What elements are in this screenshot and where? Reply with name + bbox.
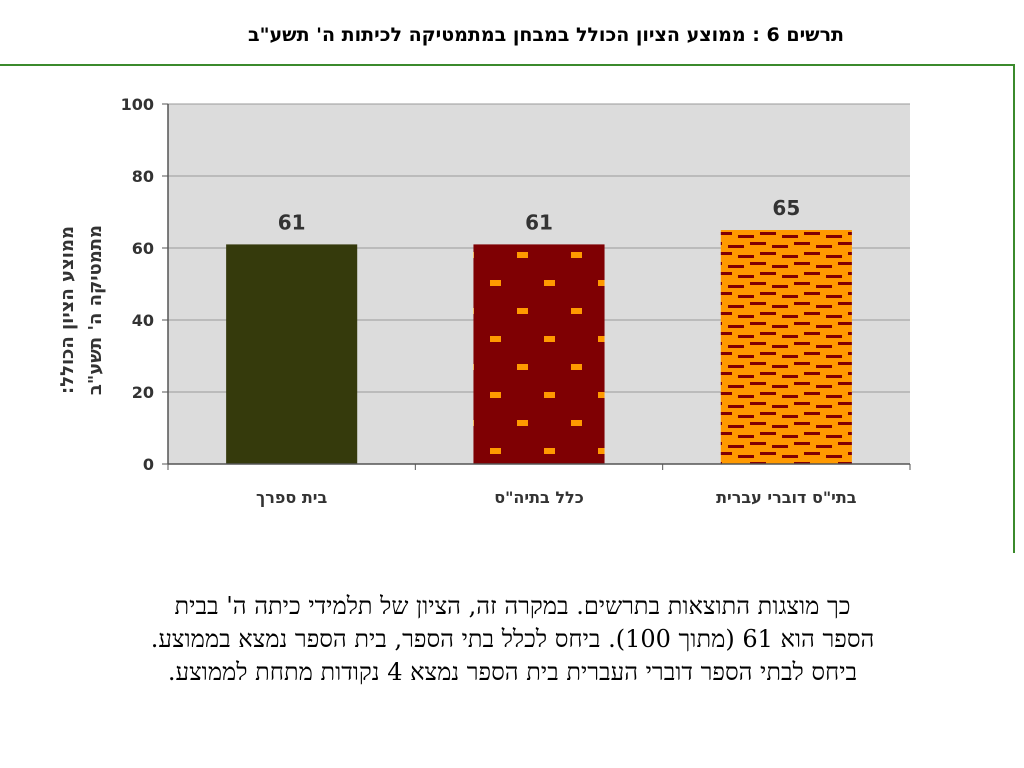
- y-axis-label-line-2: מתמטיקה ה' תשע"ב: [85, 224, 106, 396]
- category-label-3: בתי"ס דוברי עברית: [716, 488, 857, 507]
- caption-line-1: כך מוצגות התוצאות בתרשים. במקרה זה, הציו…: [174, 592, 851, 620]
- y-axis-label: ממוצע הציון הכולל: מתמטיקה ה' תשע"ב: [40, 200, 124, 420]
- chart-frame: [0, 64, 1015, 553]
- y-tick-label: 0: [143, 455, 154, 474]
- y-axis-label-line-1: ממוצע הציון הכולל:: [57, 226, 78, 394]
- category-label-1: בית ספרך: [256, 488, 327, 507]
- bar-chart: 0 20 40 60 80 100 61 בית ספרך 61 כלל בתיה"ס 65 בתי"…: [121, 95, 911, 507]
- bar-3: [720, 230, 852, 464]
- data-label-2: 61: [525, 210, 553, 234]
- data-label-1: 61: [278, 210, 306, 234]
- y-tick-label: 100: [121, 95, 154, 114]
- data-label-3: 65: [772, 196, 800, 220]
- bar-2: [473, 244, 605, 464]
- caption-line-2: הספר הוא 61 (מתוך 100). ביחס לכלל בתי הס…: [150, 625, 875, 653]
- caption: כך מוצגות התוצאות בתרשים. במקרה זה, הציו…: [60, 590, 965, 689]
- y-tick-label: 80: [132, 167, 154, 186]
- category-label-2: כלל בתיה"ס: [494, 488, 584, 507]
- chart-title: תרשים 6 : ממוצע הציון הכולל במבחן במתמטי…: [248, 24, 844, 46]
- y-tick-label: 20: [132, 383, 154, 402]
- caption-line-3: ביחס לבתי הספר דוברי העברית בית הספר נמצ…: [167, 658, 858, 686]
- y-tick-label: 60: [132, 239, 154, 258]
- bar-1: [226, 244, 358, 464]
- y-tick-label: 40: [132, 311, 154, 330]
